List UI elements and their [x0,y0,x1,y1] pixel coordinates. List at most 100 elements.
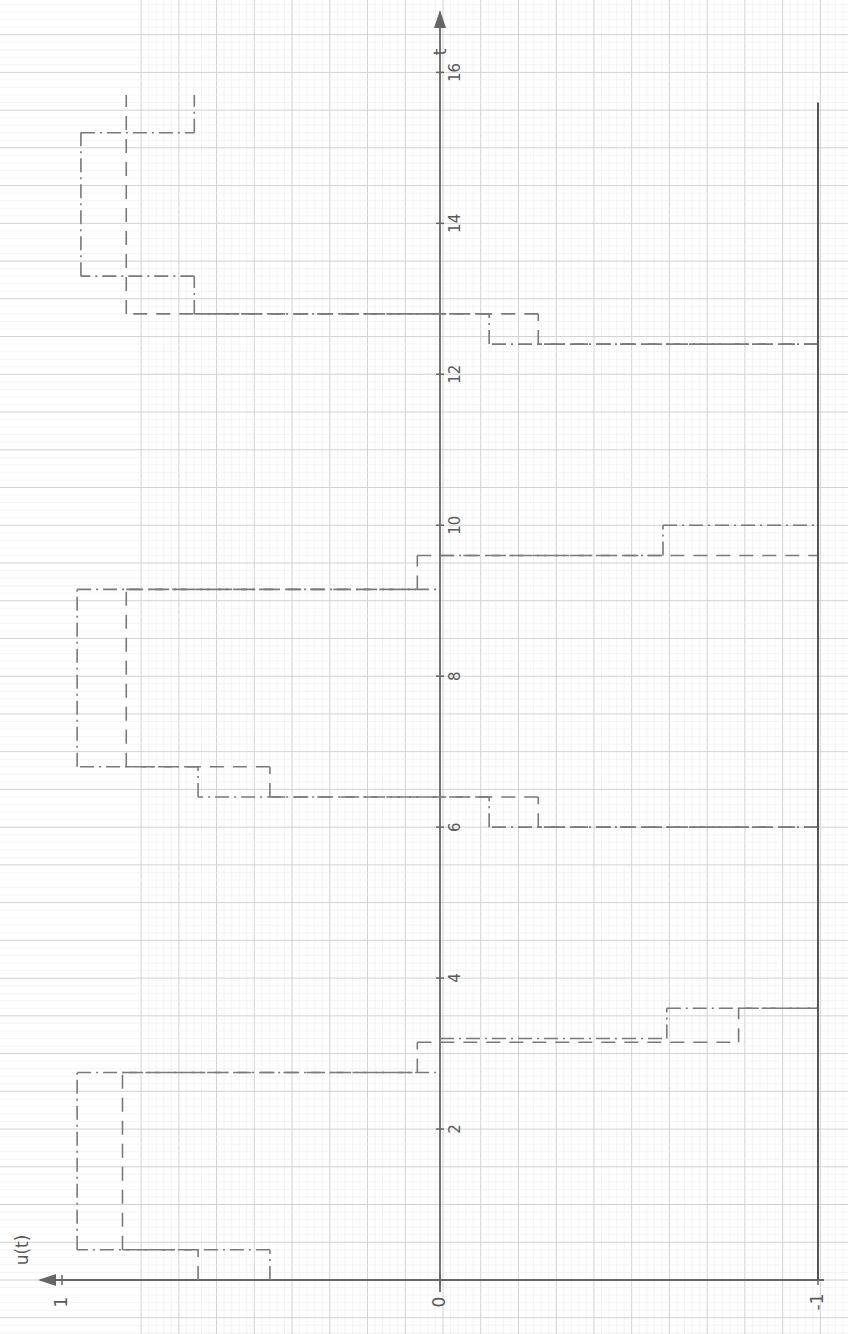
step-riser [77,1072,440,1074]
paper-line [0,57,848,58]
step-riser [77,1249,270,1251]
paper-line [790,0,791,1334]
step-segment [269,767,271,797]
paper-line [563,0,564,1334]
paper-line [0,427,848,428]
paper-line [0,895,848,896]
paper-line [0,87,848,88]
paper-line [0,381,848,382]
paper-line [0,1068,848,1069]
step-riser [440,1038,667,1040]
paper-line [0,729,848,730]
t-tick [436,675,444,677]
step-segment [417,1042,419,1072]
chart: 246810121416-101tu(t) [0,0,848,1334]
paper-line [0,479,848,480]
paper-line [0,1030,848,1031]
paper-line [0,200,848,201]
t-tick [436,1128,444,1130]
paper-line [669,0,670,1334]
paper-line [0,1302,848,1303]
paper-line [0,12,848,13]
paper-line [0,313,848,314]
paper-line [0,879,848,880]
paper-line [0,1325,848,1326]
t-tick [436,374,444,376]
paper-line [0,434,848,435]
paper-line [0,1144,848,1145]
paper-line [352,0,353,1334]
paper-line [593,0,594,1334]
paper-line [0,276,848,277]
paper-line [0,27,848,28]
paper-line [0,615,848,616]
paper-line [405,0,406,1334]
paper-line [0,283,848,284]
paper-line [0,389,848,390]
paper-line [526,0,527,1334]
paper-line [835,0,836,1334]
paper-line [0,1234,848,1235]
paper-line [0,532,848,533]
step-segment [194,95,196,133]
paper-line [0,925,848,926]
step-segment [817,103,819,1280]
paper-line [231,0,232,1334]
paper-line [0,1257,848,1258]
paper-line [0,185,848,186]
paper-line [0,1083,848,1084]
paper-line [0,1272,848,1273]
t-tick-label: 2 [446,1124,464,1134]
series [77,95,818,1280]
paper-line [0,366,848,367]
paper-line [299,0,300,1334]
paper-line [0,789,848,790]
paper-line [0,147,848,148]
paper-line [0,1166,848,1167]
paper-line [0,193,848,194]
paper-line [805,0,806,1334]
paper-line [609,0,610,1334]
paper-line [0,940,848,941]
paper-line [0,676,848,677]
step-segment [488,797,490,827]
paper-line [307,0,308,1334]
step-riser [440,555,663,557]
paper-line [0,208,848,209]
paper-line [0,744,848,745]
paper-line [0,1015,848,1016]
paper-line [0,638,848,639]
paper-line [216,0,217,1334]
paper-line [548,0,549,1334]
paper-line [699,0,700,1334]
paper-line [0,487,848,488]
paper-line [209,0,210,1334]
paper-line [239,0,240,1334]
t-tick-label: 14 [446,214,464,233]
paper-line [0,1219,848,1220]
paper-line [0,1280,848,1281]
paper-line [0,668,848,669]
paper-line [284,0,285,1334]
t-axis [439,12,441,1292]
paper-line [827,0,828,1334]
paper-line [714,0,715,1334]
paper-line [0,359,848,360]
paper-line [0,819,848,820]
paper-line [0,570,848,571]
paper-line [0,42,848,43]
paper-line [443,0,444,1334]
paper-line [0,1159,848,1160]
series [818,103,819,1280]
paper-line [624,0,625,1334]
paper-line [503,0,504,1334]
paper-line [0,804,848,805]
u-tick-label: 0 [429,1297,449,1308]
paper-line [0,396,848,397]
paper-line [0,600,848,601]
paper-line [0,683,848,684]
paper-line [201,0,202,1334]
step-segment [80,133,82,276]
paper-line [0,298,848,299]
paper-line [0,781,848,782]
